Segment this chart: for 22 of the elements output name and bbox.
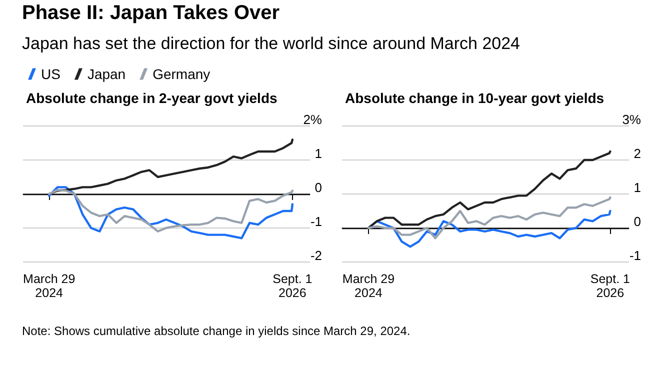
x-tick-label: March 29 2024 [23,272,76,300]
y-tick-label: 3% [622,112,642,127]
x-tick-label: March 29 2024 [342,272,395,300]
y-tick-label: -1 [629,248,641,263]
y-tick-label: 0 [634,214,641,229]
x-tick-label: Sept. 1 2026 [590,272,630,300]
y-tick-label: 1 [314,146,322,161]
text: Japan has set the direction for the world since around March 2024 [22,34,520,54]
y-tick-label: 2 [634,146,641,161]
x-tick-label: Sept. 1 2026 [272,272,312,300]
legend-label: Japan [87,66,126,82]
y-tick-label: 1 [634,180,641,195]
legend-label: US [41,66,60,82]
text: Phase II: Japan Takes Over [22,2,280,25]
text: Note: Shows cumulative absolute change in yields since March 29, 2024. [22,324,410,338]
y-tick-label: -2 [310,248,322,263]
chart-title: Absolute change in 2-year govt yields [26,90,278,106]
y-tick-label: 0 [314,180,322,195]
y-tick-label: 2% [303,112,322,127]
chart-title: Absolute change in 10-year govt yields [345,90,604,106]
legend-label: Germany [152,66,210,82]
y-tick-label: -1 [310,214,322,229]
